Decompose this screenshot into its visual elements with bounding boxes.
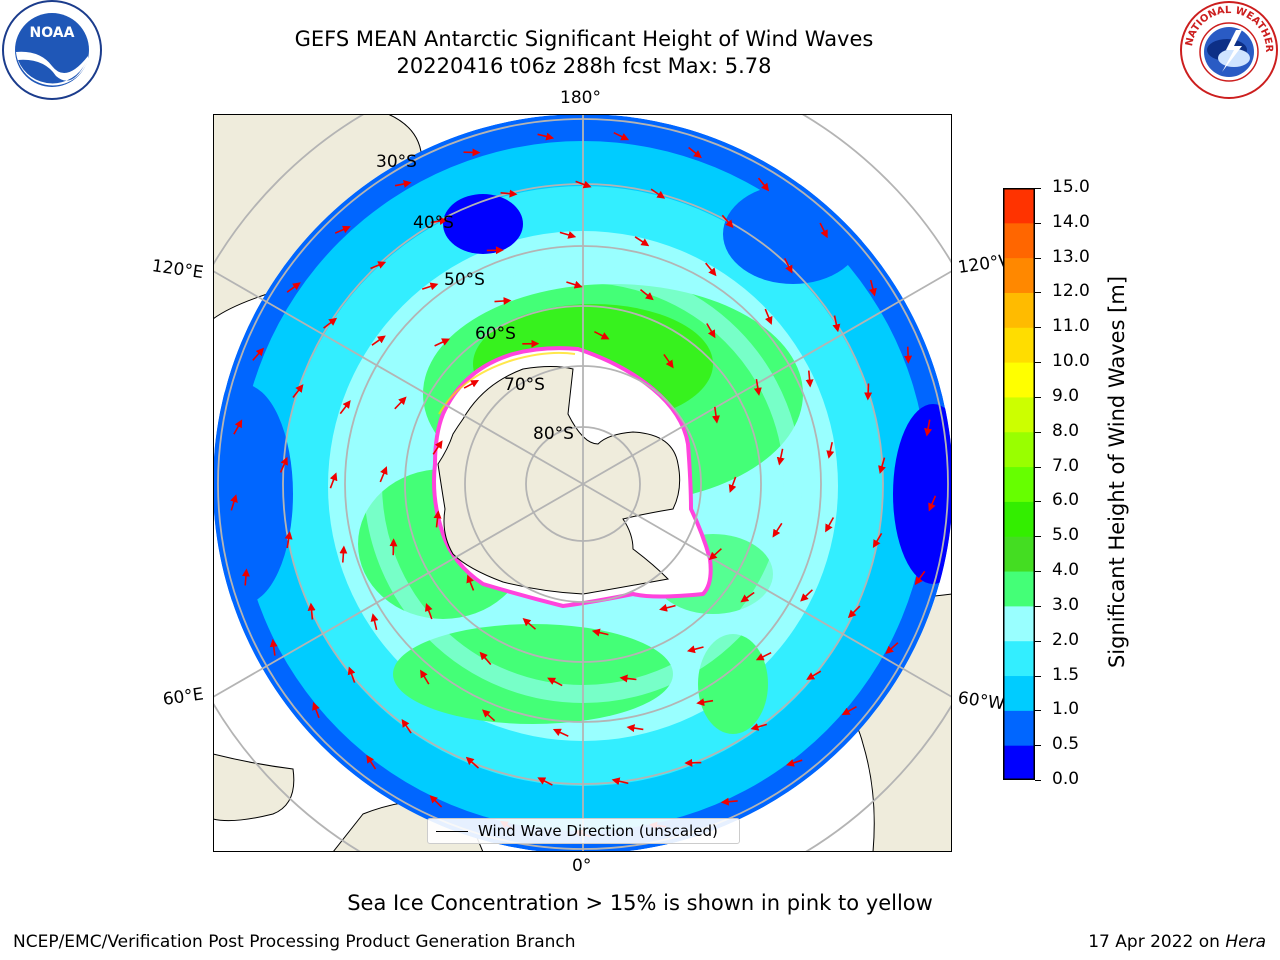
colorbar-label: Significant Height of Wind Waves [m] xyxy=(1104,272,1130,672)
colorbar-cell xyxy=(1003,327,1035,362)
colorbar-tick-mark xyxy=(1035,327,1041,328)
legend-label: Wind Wave Direction (unscaled) xyxy=(478,822,718,840)
date-host: Hera xyxy=(1225,932,1266,952)
lon-label-0: 0° xyxy=(572,856,591,876)
lon-label-60w: 60°W xyxy=(957,688,1006,714)
colorbar-tick-label: 9.0 xyxy=(1052,386,1079,406)
colorbar-cell xyxy=(1003,258,1035,293)
colorbar-tick-label: 10.0 xyxy=(1052,351,1090,371)
colorbar-cell xyxy=(1003,432,1035,467)
colorbar-cell xyxy=(1003,606,1035,641)
colorbar-tick-mark xyxy=(1035,571,1041,572)
lat-label-80s: 80°S xyxy=(533,424,574,444)
colorbar-tick-mark xyxy=(1035,397,1041,398)
colorbar-cell xyxy=(1003,223,1035,258)
colorbar-tick-mark xyxy=(1035,188,1041,189)
wave-direction-arrow xyxy=(343,548,344,563)
colorbar xyxy=(1003,188,1035,780)
chart-title: GEFS MEAN Antarctic Significant Height o… xyxy=(184,27,984,51)
lon-label-180: 180° xyxy=(560,88,601,108)
wave-direction-arrow xyxy=(908,347,909,362)
colorbar-tick-mark xyxy=(1035,676,1041,677)
colorbar-tick-label: 0.5 xyxy=(1052,734,1079,754)
colorbar-tick-mark xyxy=(1035,467,1041,468)
colorbar-tick-mark xyxy=(1035,745,1041,746)
wave-direction-arrow xyxy=(868,384,869,399)
colorbar-cell xyxy=(1003,745,1035,780)
colorbar-tick-label: 15.0 xyxy=(1052,177,1090,197)
colorbar-cell xyxy=(1003,571,1035,606)
noaa-logo-text: NOAA xyxy=(30,25,75,41)
colorbar-tick-label: 13.0 xyxy=(1052,247,1090,267)
colorbar-cell xyxy=(1003,188,1035,223)
colorbar-cell xyxy=(1003,362,1035,397)
colorbar-tick-label: 11.0 xyxy=(1052,316,1090,336)
colorbar-tick-label: 2.0 xyxy=(1052,630,1079,650)
sea-ice-footnote: Sea Ice Concentration > 15% is shown in … xyxy=(0,891,1280,915)
lat-label-50s: 50°S xyxy=(444,270,485,290)
colorbar-tick-label: 7.0 xyxy=(1052,456,1079,476)
colorbar-tick-label: 14.0 xyxy=(1052,212,1090,232)
colorbar-tick-mark xyxy=(1035,432,1041,433)
legend-line-icon xyxy=(436,831,468,832)
colorbar-tick-label: 8.0 xyxy=(1052,421,1079,441)
colorbar-tick-label: 5.0 xyxy=(1052,525,1079,545)
colorbar-cell xyxy=(1003,641,1035,676)
colorbar-tick-mark xyxy=(1035,710,1041,711)
noaa-logo: NOAA xyxy=(0,0,105,100)
colorbar-tick-mark xyxy=(1035,258,1041,259)
colorbar-tick-mark xyxy=(1035,292,1041,293)
colorbar-tick-label: 1.5 xyxy=(1052,665,1079,685)
colorbar-tick-mark xyxy=(1035,780,1041,781)
colorbar-tick-label: 0.0 xyxy=(1052,769,1079,789)
lon-label-60e: 60°E xyxy=(162,684,205,709)
colorbar-tick-mark xyxy=(1035,223,1041,224)
colorbar-cell xyxy=(1003,292,1035,327)
nws-logo: NATIONAL WEATHER SERVICE xyxy=(1178,0,1280,100)
colorbar-tick-mark xyxy=(1035,641,1041,642)
credit-line: NCEP/EMC/Verification Post Processing Pr… xyxy=(13,932,576,952)
colorbar-tick-label: 3.0 xyxy=(1052,595,1079,615)
map-panel xyxy=(213,114,952,852)
colorbar-tick-label: 6.0 xyxy=(1052,490,1079,510)
colorbar-cell xyxy=(1003,397,1035,432)
lat-label-60s: 60°S xyxy=(475,324,516,344)
date-text: 17 Apr 2022 on xyxy=(1088,932,1225,952)
colorbar-cell xyxy=(1003,676,1035,711)
lat-label-70s: 70°S xyxy=(504,375,545,395)
map-legend: Wind Wave Direction (unscaled) xyxy=(427,818,740,844)
issue-date: 17 Apr 2022 on Hera xyxy=(1088,932,1266,952)
wave-direction-arrow xyxy=(495,301,510,302)
colorbar-tick-mark xyxy=(1035,362,1041,363)
colorbar-tick-label: 12.0 xyxy=(1052,281,1090,301)
lon-label-120e: 120°E xyxy=(151,256,205,283)
chart-subtitle: 20220416 t06z 288h fcst Max: 5.78 xyxy=(184,54,984,78)
colorbar-cell xyxy=(1003,710,1035,745)
colorbar-tick-mark xyxy=(1035,606,1041,607)
colorbar-tick-label: 1.0 xyxy=(1052,699,1079,719)
colorbar-tick-mark xyxy=(1035,536,1041,537)
colorbar-tick-label: 4.0 xyxy=(1052,560,1079,580)
lat-label-30s: 30°S xyxy=(376,152,417,172)
colorbar-cell xyxy=(1003,536,1035,571)
colorbar-cell xyxy=(1003,501,1035,536)
colorbar-tick-mark xyxy=(1035,501,1041,502)
lat-label-40s: 40°S xyxy=(413,213,454,233)
colorbar-cell xyxy=(1003,467,1035,502)
